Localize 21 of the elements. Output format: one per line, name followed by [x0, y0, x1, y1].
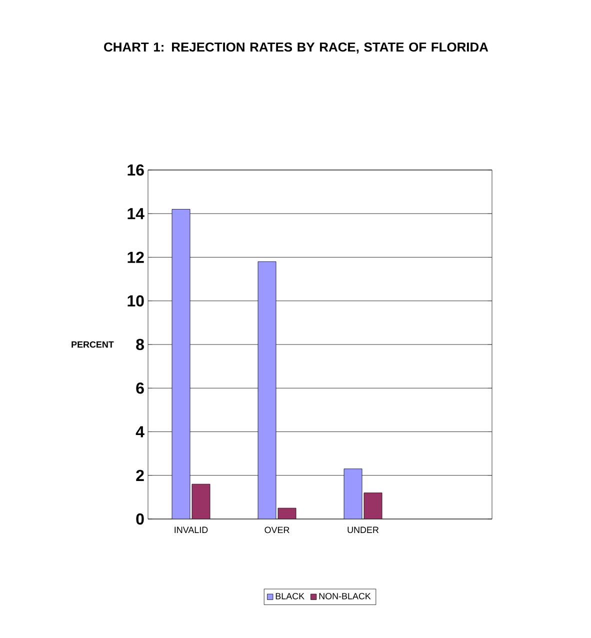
y-tick-label: 8	[136, 338, 144, 350]
bar	[364, 492, 382, 519]
bar	[344, 468, 362, 519]
y-tick-label: 0	[136, 513, 144, 525]
y-tick-label: 2	[136, 470, 144, 481]
y-tick-label: 12	[128, 252, 144, 263]
legend-label: BLACK	[276, 592, 304, 600]
bar	[172, 209, 190, 519]
y-tick-label: 4	[136, 426, 144, 438]
chart-title: CHART 1: REJECTION RATES BY RACE, STATE OF FLORIDA	[104, 42, 488, 54]
legend-label: NON-BLACK	[319, 592, 371, 600]
bar	[258, 261, 276, 519]
x-tick-label: UNDER	[348, 526, 379, 534]
y-tick-label: 14	[128, 208, 144, 220]
y-tick-label: 16	[128, 164, 144, 176]
y-tick-label: 6	[136, 382, 144, 394]
y-axis-title: PERCENT	[72, 341, 114, 348]
y-tick-label: 10	[128, 295, 144, 307]
x-tick-label: INVALID	[174, 526, 208, 533]
bar	[192, 484, 210, 519]
x-tick-label: OVER	[264, 526, 290, 534]
